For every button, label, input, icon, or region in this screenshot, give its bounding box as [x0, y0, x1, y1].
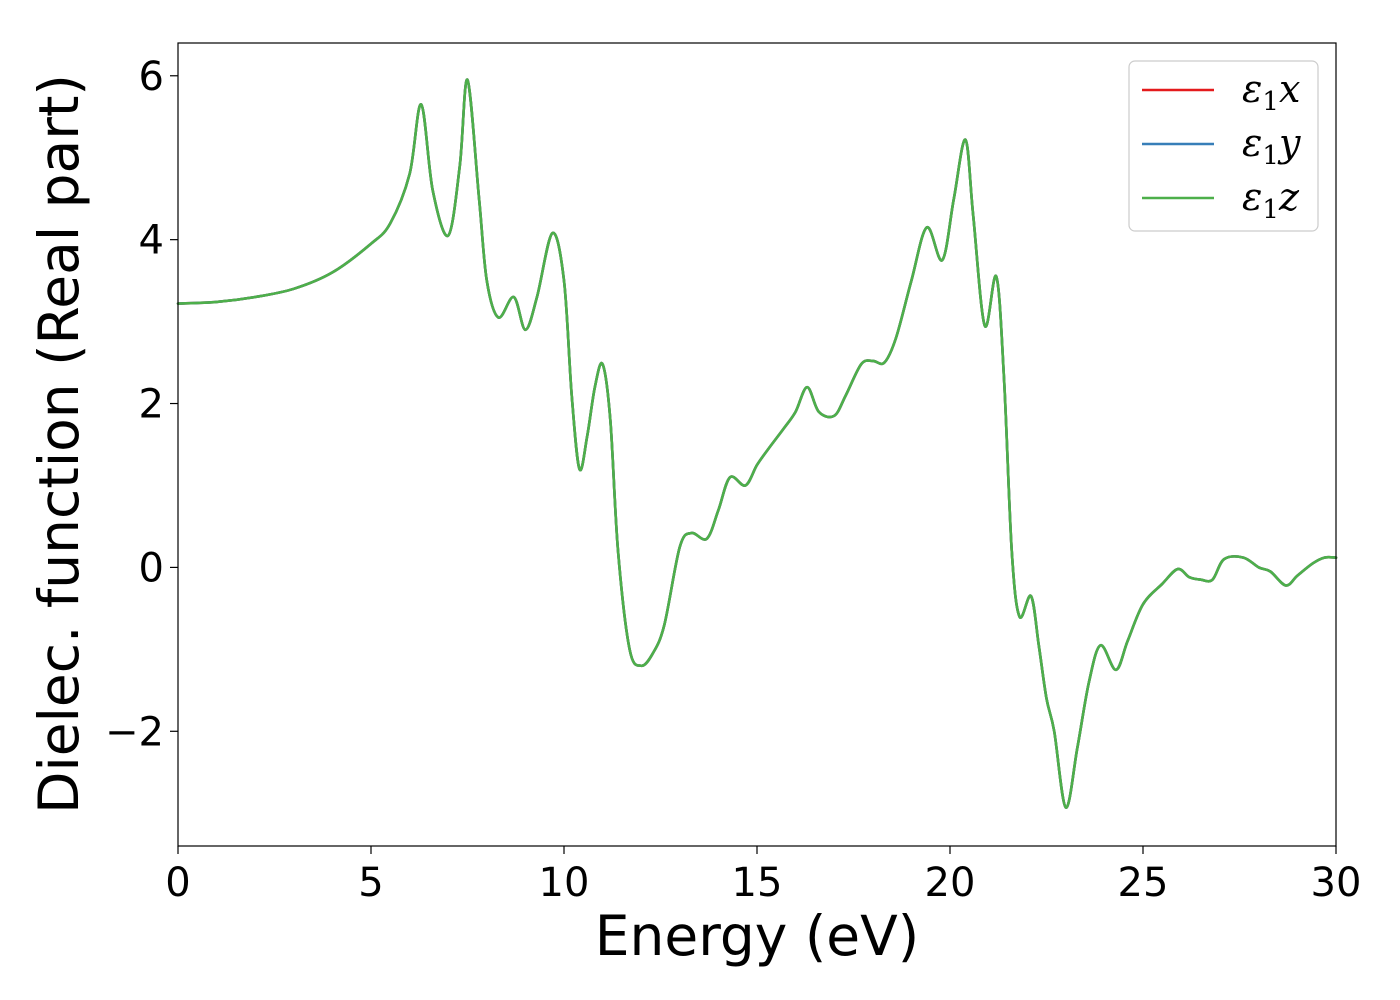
y-tick-label: −2 [105, 709, 164, 755]
series-layer [176, 78, 1338, 809]
legend-label-y: ε1y [1242, 121, 1301, 171]
y-tick-label: 4 [139, 218, 164, 264]
legend-label-x: ε1x [1242, 67, 1300, 117]
x-tick-label: 15 [732, 860, 783, 906]
series-line-z [176, 78, 1338, 809]
x-tick-label: 5 [358, 860, 383, 906]
y-tick-label: 0 [139, 545, 164, 591]
x-tick-label: 10 [539, 860, 590, 906]
legend-label-z: ε1z [1242, 175, 1300, 225]
x-tick-label: 25 [1118, 860, 1169, 906]
y-axis: −2 0 2 4 6 [105, 54, 178, 755]
x-axis-label: Energy (eV) [595, 904, 919, 968]
y-axis-label: Dielec. function (Real part) [27, 74, 91, 814]
legend-frame [1128, 60, 1319, 232]
x-axis: 0 5 10 15 20 25 30 [165, 846, 1361, 906]
y-tick-label: 6 [139, 54, 164, 100]
x-tick-label: 0 [165, 860, 190, 906]
y-tick-label: 2 [139, 382, 164, 428]
x-tick-label: 20 [925, 860, 976, 906]
x-tick-label: 30 [1311, 860, 1362, 906]
